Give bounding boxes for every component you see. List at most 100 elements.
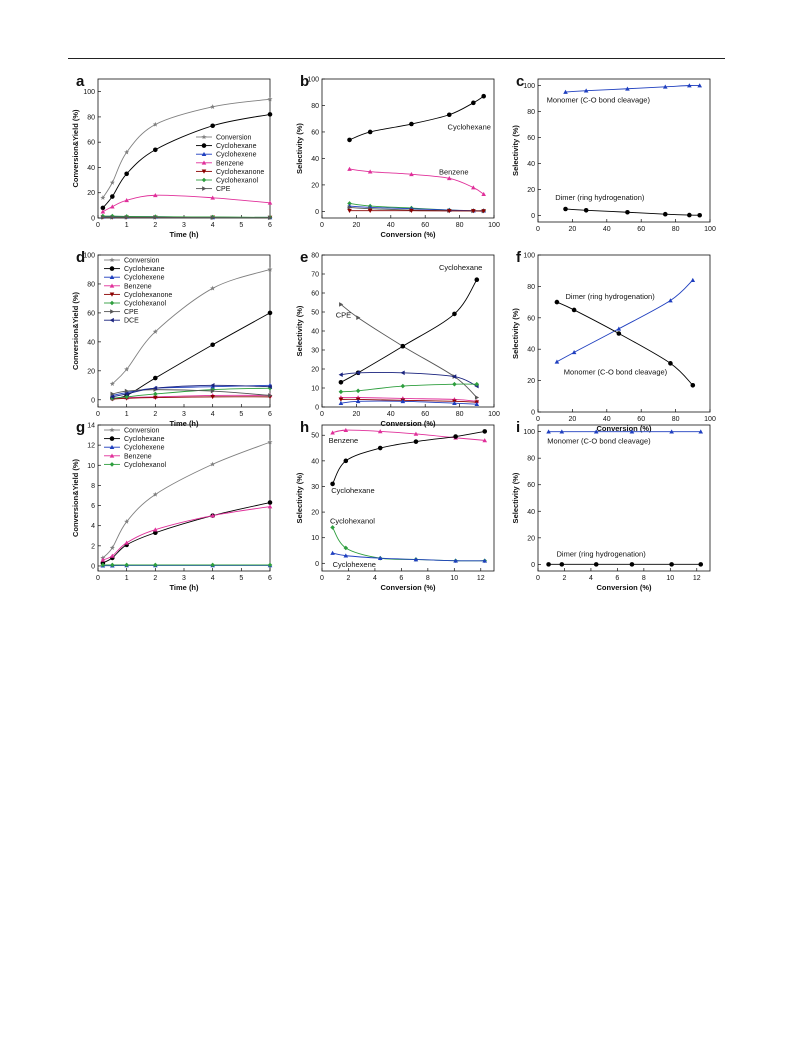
series-benzene-point bbox=[100, 557, 106, 562]
series-benzene-point bbox=[267, 504, 273, 509]
y-axis-title: Selectivity (%) bbox=[511, 125, 520, 176]
annotation: Cyclohexane bbox=[331, 486, 374, 495]
series-0-point bbox=[356, 315, 361, 320]
series-0-point bbox=[583, 88, 589, 93]
y-axis-title: Selectivity (%) bbox=[511, 308, 520, 359]
series-dce bbox=[110, 382, 272, 400]
series-conversion-point bbox=[210, 461, 216, 467]
series-0-point bbox=[563, 89, 568, 94]
legend-marker bbox=[201, 177, 207, 183]
series-benzene-point bbox=[210, 195, 215, 200]
y-tick-label: 40 bbox=[527, 161, 535, 168]
series-2-line bbox=[332, 527, 485, 562]
y-tick-label: 10 bbox=[311, 386, 319, 393]
series-0-point bbox=[347, 137, 352, 143]
legend-entry: Cyclohexanone bbox=[216, 169, 264, 176]
series-5-point bbox=[471, 209, 476, 214]
series-cpe-point bbox=[268, 393, 273, 398]
x-tick-label: 4 bbox=[211, 411, 215, 418]
x-tick-label: 8 bbox=[426, 575, 430, 582]
legend-entry: Benzene bbox=[216, 160, 244, 167]
series-3-point bbox=[355, 388, 361, 394]
series-1-point bbox=[593, 562, 599, 567]
y-tick-label: 80 bbox=[87, 281, 95, 288]
y-tick-label: 60 bbox=[311, 129, 319, 136]
x-tick-label: 12 bbox=[477, 575, 485, 582]
x-axis-title: Conversion (%) bbox=[596, 424, 652, 433]
x-tick-label: 2 bbox=[153, 411, 157, 418]
legend-entry: Conversion bbox=[216, 135, 252, 142]
series-1 bbox=[330, 429, 488, 487]
panel-label: c bbox=[516, 73, 524, 90]
series-benzene-point bbox=[100, 209, 106, 214]
legend-entry: Cyclohexene bbox=[216, 152, 257, 159]
panel-label: g bbox=[76, 419, 85, 436]
x-tick-label: 5 bbox=[239, 411, 243, 418]
series-1-point bbox=[669, 562, 674, 567]
y-tick-label: 100 bbox=[83, 253, 95, 260]
series-cyclohexanol-point bbox=[110, 562, 115, 568]
series-0-point bbox=[669, 429, 674, 434]
series-2-point bbox=[400, 370, 405, 376]
series-cyclohexanol bbox=[100, 562, 273, 568]
x-tick-label: 6 bbox=[399, 575, 403, 582]
x-tick-label: 20 bbox=[569, 416, 577, 423]
legend-entry: Cyclohexane bbox=[216, 143, 257, 150]
series-1-point bbox=[367, 169, 373, 174]
series-0-point bbox=[481, 93, 486, 99]
y-tick-label: 20 bbox=[527, 378, 535, 385]
series-1-point bbox=[583, 208, 589, 213]
series-1 bbox=[554, 299, 696, 388]
series-benzene-point bbox=[153, 192, 158, 198]
x-tick-label: 0 bbox=[96, 222, 100, 229]
panel-label: b bbox=[300, 73, 309, 90]
series-1-point bbox=[481, 191, 486, 197]
x-tick-label: 40 bbox=[387, 222, 395, 229]
legend-entry: Cyclohexanone bbox=[124, 292, 172, 299]
x-axis-title: Time (h) bbox=[169, 583, 199, 592]
y-tick-label: 0 bbox=[315, 405, 319, 412]
y-tick-label: 60 bbox=[87, 310, 95, 317]
series-1-point bbox=[409, 172, 414, 177]
x-tick-label: 2 bbox=[153, 575, 157, 582]
legend-marker bbox=[109, 462, 115, 467]
chart-panel-e: e 0 20 40 60 80 100 0 10 20 30 40 50 60 70 80 Conversion… bbox=[295, 249, 500, 428]
legend-marker bbox=[109, 300, 115, 306]
series-0-point bbox=[697, 83, 702, 88]
series-benzene bbox=[100, 192, 273, 214]
x-axis-title: Conversion (%) bbox=[380, 419, 436, 428]
series-3-point bbox=[482, 558, 488, 563]
y-tick-label: 14 bbox=[87, 423, 95, 430]
x-tick-label: 4 bbox=[589, 575, 593, 582]
series-conversion-point bbox=[152, 329, 158, 334]
series-0-point bbox=[625, 86, 630, 91]
series-benzene-point bbox=[210, 513, 215, 518]
y-tick-label: 40 bbox=[87, 165, 95, 172]
series-5-point bbox=[367, 208, 373, 214]
x-tick-label: 0 bbox=[320, 411, 324, 418]
header-rule bbox=[68, 58, 725, 59]
x-tick-label: 0 bbox=[96, 575, 100, 582]
series-2-point bbox=[347, 201, 352, 206]
series-1-point bbox=[482, 429, 488, 434]
legend-entry: CPE bbox=[124, 309, 139, 316]
series-conversion-point bbox=[124, 519, 130, 524]
series-cyclohexane-point bbox=[124, 171, 129, 177]
series-cpe-point bbox=[210, 215, 215, 220]
series-3-point bbox=[377, 555, 383, 561]
y-tick-label: 12 bbox=[87, 443, 95, 450]
annotation: Dimer (ring hydrogenation) bbox=[557, 549, 647, 558]
legend-marker bbox=[109, 266, 115, 271]
series-1-point bbox=[662, 211, 668, 217]
series-benzene-point bbox=[153, 527, 158, 532]
y-tick-label: 100 bbox=[523, 429, 535, 436]
series-conversion-point bbox=[210, 285, 216, 291]
series-1-point bbox=[687, 212, 692, 218]
series-0-point bbox=[616, 326, 622, 331]
series-cyclohexanol-point bbox=[100, 562, 106, 568]
x-tick-label: 6 bbox=[268, 575, 272, 582]
series-cpe-point bbox=[124, 388, 129, 394]
y-tick-label: 20 bbox=[311, 367, 319, 374]
series-1-point bbox=[629, 562, 635, 567]
series-1-point bbox=[697, 212, 702, 218]
